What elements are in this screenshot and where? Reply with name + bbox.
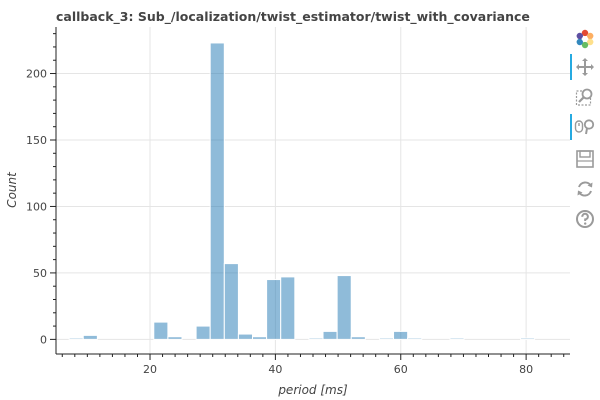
histogram-bar[interactable] — [266, 279, 282, 340]
histogram-bar[interactable] — [237, 333, 254, 340]
histogram-bar[interactable] — [195, 325, 211, 340]
histogram-bar[interactable] — [407, 337, 423, 340]
histogram-bar[interactable] — [378, 337, 395, 340]
grid-lines — [56, 27, 570, 354]
help-tool-button[interactable] — [570, 206, 600, 232]
histogram-bar[interactable] — [167, 336, 183, 340]
x-tick-label: 60 — [394, 363, 408, 376]
histogram-bar[interactable] — [223, 263, 239, 340]
histogram-bar[interactable] — [280, 276, 296, 340]
y-tick-label: 150 — [26, 134, 47, 147]
y-tick-label: 200 — [26, 68, 47, 81]
bars — [68, 42, 536, 340]
histogram-bar[interactable] — [322, 330, 338, 340]
histogram-bar[interactable] — [449, 337, 465, 340]
y-tick-label: 50 — [33, 267, 47, 280]
x-axis-label: period [ms] — [277, 383, 348, 397]
histogram-bar[interactable] — [336, 275, 352, 340]
histogram-bar[interactable] — [308, 337, 324, 340]
pan-icon — [576, 58, 594, 76]
histogram-bar[interactable] — [350, 336, 366, 340]
box-zoom-icon — [575, 88, 593, 106]
histogram-bar[interactable] — [153, 321, 169, 340]
wheel-zoom-icon — [574, 119, 595, 135]
x-tick-label: 40 — [268, 363, 282, 376]
x-tick-label: 20 — [143, 363, 157, 376]
histogram-bar[interactable] — [519, 337, 536, 340]
save-tool-button[interactable] — [570, 146, 600, 172]
reset-tool-button[interactable] — [570, 176, 600, 202]
histogram-bar[interactable] — [68, 337, 84, 340]
histogram-bar[interactable] — [209, 42, 225, 340]
pan-tool-button[interactable] — [570, 54, 600, 80]
y-tick-label: 0 — [40, 333, 47, 346]
histogram-bar[interactable] — [393, 330, 409, 340]
y-axis-label: Count — [5, 171, 19, 208]
save-icon — [576, 150, 594, 168]
reset-icon — [577, 181, 593, 197]
help-icon — [576, 210, 594, 228]
axes: 0 50 100 150 200 20 40 60 80 — [26, 27, 570, 376]
x-tick-label: 80 — [519, 363, 533, 376]
y-tick-label: 100 — [26, 200, 47, 213]
histogram-bar[interactable] — [252, 336, 268, 340]
bokeh-logo-icon[interactable] — [570, 26, 600, 52]
chart-title: callback_3: Sub_/localization/twist_esti… — [56, 9, 530, 24]
toolbar — [570, 26, 600, 236]
wheel-zoom-tool-button[interactable] — [570, 114, 600, 140]
histogram-bar[interactable] — [82, 334, 98, 340]
box-zoom-tool-button[interactable] — [570, 84, 600, 110]
